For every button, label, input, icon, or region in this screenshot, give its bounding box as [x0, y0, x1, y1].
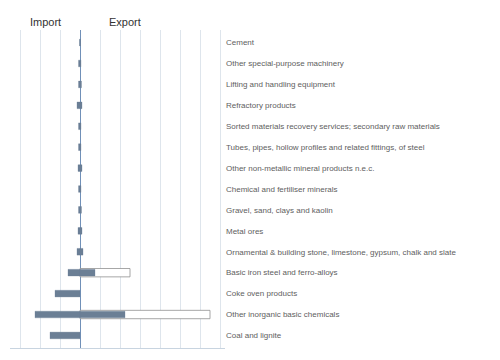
svg-text:Import: Import [30, 16, 61, 28]
svg-text:Chemical and fertiliser minera: Chemical and fertiliser minerals [226, 185, 338, 194]
svg-text:Cement: Cement [226, 38, 255, 47]
svg-text:Other inorganic basic chemical: Other inorganic basic chemicals [226, 310, 339, 319]
svg-text:Other special-purpose machiner: Other special-purpose machinery [226, 59, 344, 68]
svg-text:Lifting and handling equipment: Lifting and handling equipment [226, 80, 336, 89]
svg-text:Coke oven products: Coke oven products [226, 289, 297, 298]
svg-text:Basic iron steel and ferro-all: Basic iron steel and ferro-alloys [226, 268, 338, 277]
svg-text:Metal ores: Metal ores [226, 227, 263, 236]
svg-text:Refractory products: Refractory products [226, 101, 296, 110]
svg-text:Other non-metallic mineral pro: Other non-metallic mineral products n.e.… [226, 164, 375, 173]
svg-text:Ornamental & building stone, l: Ornamental & building stone, limestone, … [226, 248, 456, 257]
svg-text:Coal and lignite: Coal and lignite [226, 331, 282, 340]
svg-text:Gravel, sand, clays and kaolin: Gravel, sand, clays and kaolin [226, 206, 333, 215]
svg-text:Tubes, pipes, hollow profiles: Tubes, pipes, hollow profiles and relate… [226, 143, 425, 152]
svg-text:Sorted materials recovery serv: Sorted materials recovery services; seco… [226, 122, 440, 131]
svg-text:Export: Export [109, 16, 141, 28]
